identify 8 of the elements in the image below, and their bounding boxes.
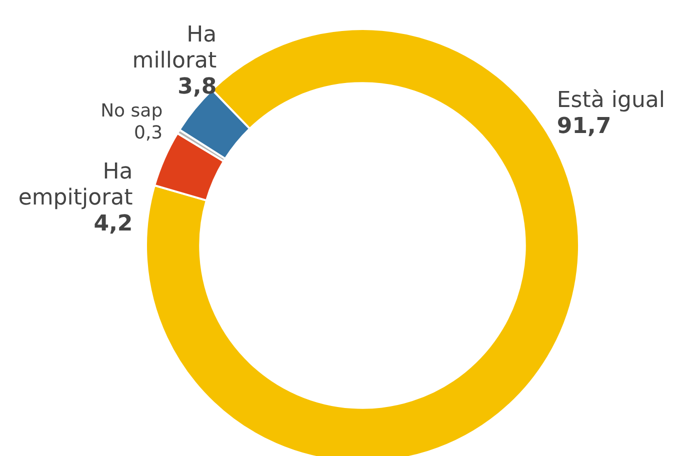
slice-label: Està igual — [556, 88, 665, 114]
slice-label: No sap — [100, 100, 163, 122]
data-label: 0,3 — [134, 122, 163, 144]
slice-label: Ha empitjorat — [18, 159, 134, 210]
data-label: 91,7 — [556, 114, 612, 140]
data-label: 3,8 — [178, 74, 217, 100]
slice-label: Ha millorat — [132, 22, 218, 74]
data-label: 4,2 — [94, 211, 133, 236]
